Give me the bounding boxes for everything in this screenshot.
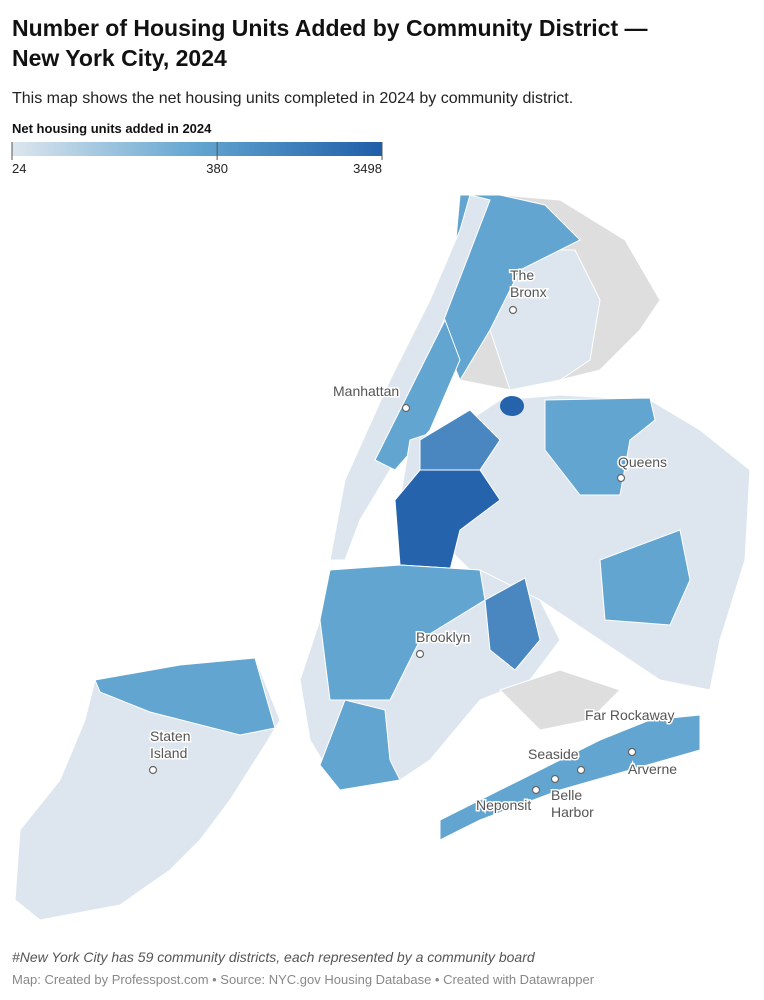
place-label-line: Staten (150, 728, 190, 744)
place-label: Arverne (628, 761, 677, 777)
legend-bar (12, 142, 382, 156)
place-dot (616, 473, 626, 483)
legend-tick-label: 24 (12, 161, 26, 176)
place-dot (148, 765, 158, 775)
place-label-line: Harbor (551, 804, 594, 820)
place-label: Brooklyn (416, 629, 470, 645)
place-label-line: Belle (551, 787, 582, 803)
place-dot (576, 765, 586, 775)
place-label-line: Seaside (528, 746, 579, 762)
place-label-line: Arverne (628, 761, 677, 777)
district (599, 529, 691, 626)
place-label: Far Rockaway (585, 707, 674, 723)
district (544, 397, 656, 496)
place-label: Belle Harbor (551, 787, 594, 820)
legend-tick-label: 3498 (353, 161, 382, 176)
place-dot (550, 774, 560, 784)
place-label: Queens (618, 454, 667, 470)
title-line: Number of Housing Units Added by Communi… (12, 15, 648, 41)
district (489, 249, 601, 391)
title-line: New York City, 2024 (12, 45, 227, 71)
place-label: Staten Island (150, 728, 190, 761)
place-label-line: Manhattan (333, 383, 399, 399)
district (419, 409, 501, 471)
title: Number of Housing Units Added by Communi… (12, 15, 648, 71)
district (94, 657, 276, 736)
subtitle: This map shows the net housing units com… (12, 90, 573, 107)
place-label-line: Far Rockaway (585, 707, 674, 723)
place-label: Manhattan (333, 383, 399, 399)
place-dot (401, 403, 411, 413)
district (500, 396, 524, 416)
district (319, 564, 486, 701)
map (14, 194, 751, 921)
place-label-line: The (510, 267, 534, 283)
place-dot (415, 649, 425, 659)
place-label: Neponsit (476, 797, 531, 813)
source: Map: Created by Professpost.com • Source… (12, 972, 595, 987)
legend-tick-label: 380 (206, 161, 228, 176)
place-label-line: Bronx (510, 284, 547, 300)
legend-title: Net housing units added in 2024 (12, 121, 212, 136)
place-label: The Bronx (510, 267, 547, 300)
footnote: #New York City has 59 community district… (12, 949, 536, 965)
place-dot (508, 305, 518, 315)
district (374, 318, 461, 471)
place-label: Seaside (528, 746, 579, 762)
district (439, 714, 701, 841)
place-dot (531, 785, 541, 795)
district (484, 577, 541, 671)
district (394, 469, 501, 571)
place-label-line: Neponsit (476, 797, 531, 813)
district (499, 669, 621, 731)
place-label-line: Island (150, 745, 187, 761)
place-label-line: Queens (618, 454, 667, 470)
district (319, 699, 401, 791)
place-label-line: Brooklyn (416, 629, 470, 645)
place-dot (627, 747, 637, 757)
